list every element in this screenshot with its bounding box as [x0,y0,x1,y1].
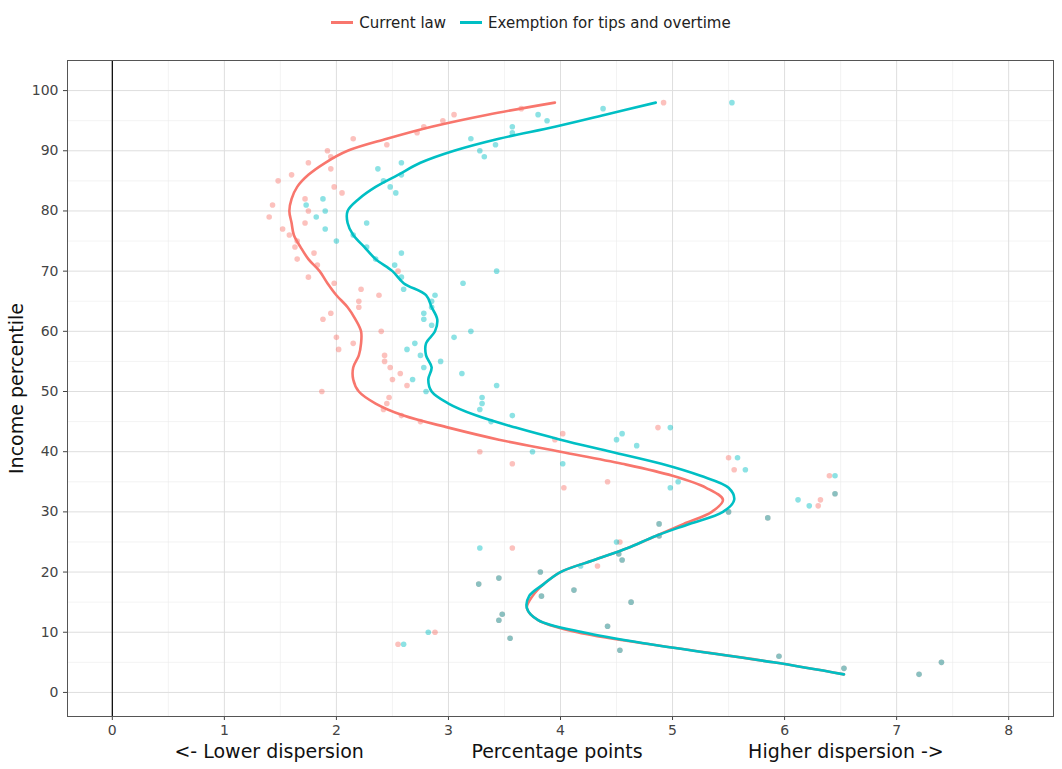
html-text:Higher dispersion ->: Higher dispersion -> [748,740,944,762]
svg-text:Income percentile: Income percentile [5,303,27,474]
svg-text:50: 50 [41,383,59,399]
svg-text:60: 60 [41,323,59,339]
svg-text:40: 40 [41,443,59,459]
svg-text:8: 8 [1004,722,1013,738]
svg-text:3: 3 [444,722,453,738]
svg-text:100: 100 [32,82,59,98]
svg-text:10: 10 [41,624,59,640]
html-text:Current law: Current law [359,13,446,32]
html-text:Exemption for tips and overtim: Exemption for tips and overtime [488,13,731,32]
svg-text:0: 0 [108,722,117,738]
svg-text:4: 4 [556,722,565,738]
svg-text:80: 80 [41,202,59,218]
svg-text:70: 70 [41,263,59,279]
svg-text:1: 1 [220,722,229,738]
svg-text:20: 20 [41,564,59,580]
svg-text:2: 2 [332,722,341,738]
svg-text:90: 90 [41,142,59,158]
svg-text:30: 30 [41,503,59,519]
html-text:<- Lower dispersion: <- Lower dispersion [174,740,364,762]
svg-text:7: 7 [892,722,901,738]
svg-text:5: 5 [668,722,677,738]
svg-text:0: 0 [50,684,59,700]
html-text:Percentage points: Percentage points [471,740,643,762]
svg-text:6: 6 [780,722,789,738]
